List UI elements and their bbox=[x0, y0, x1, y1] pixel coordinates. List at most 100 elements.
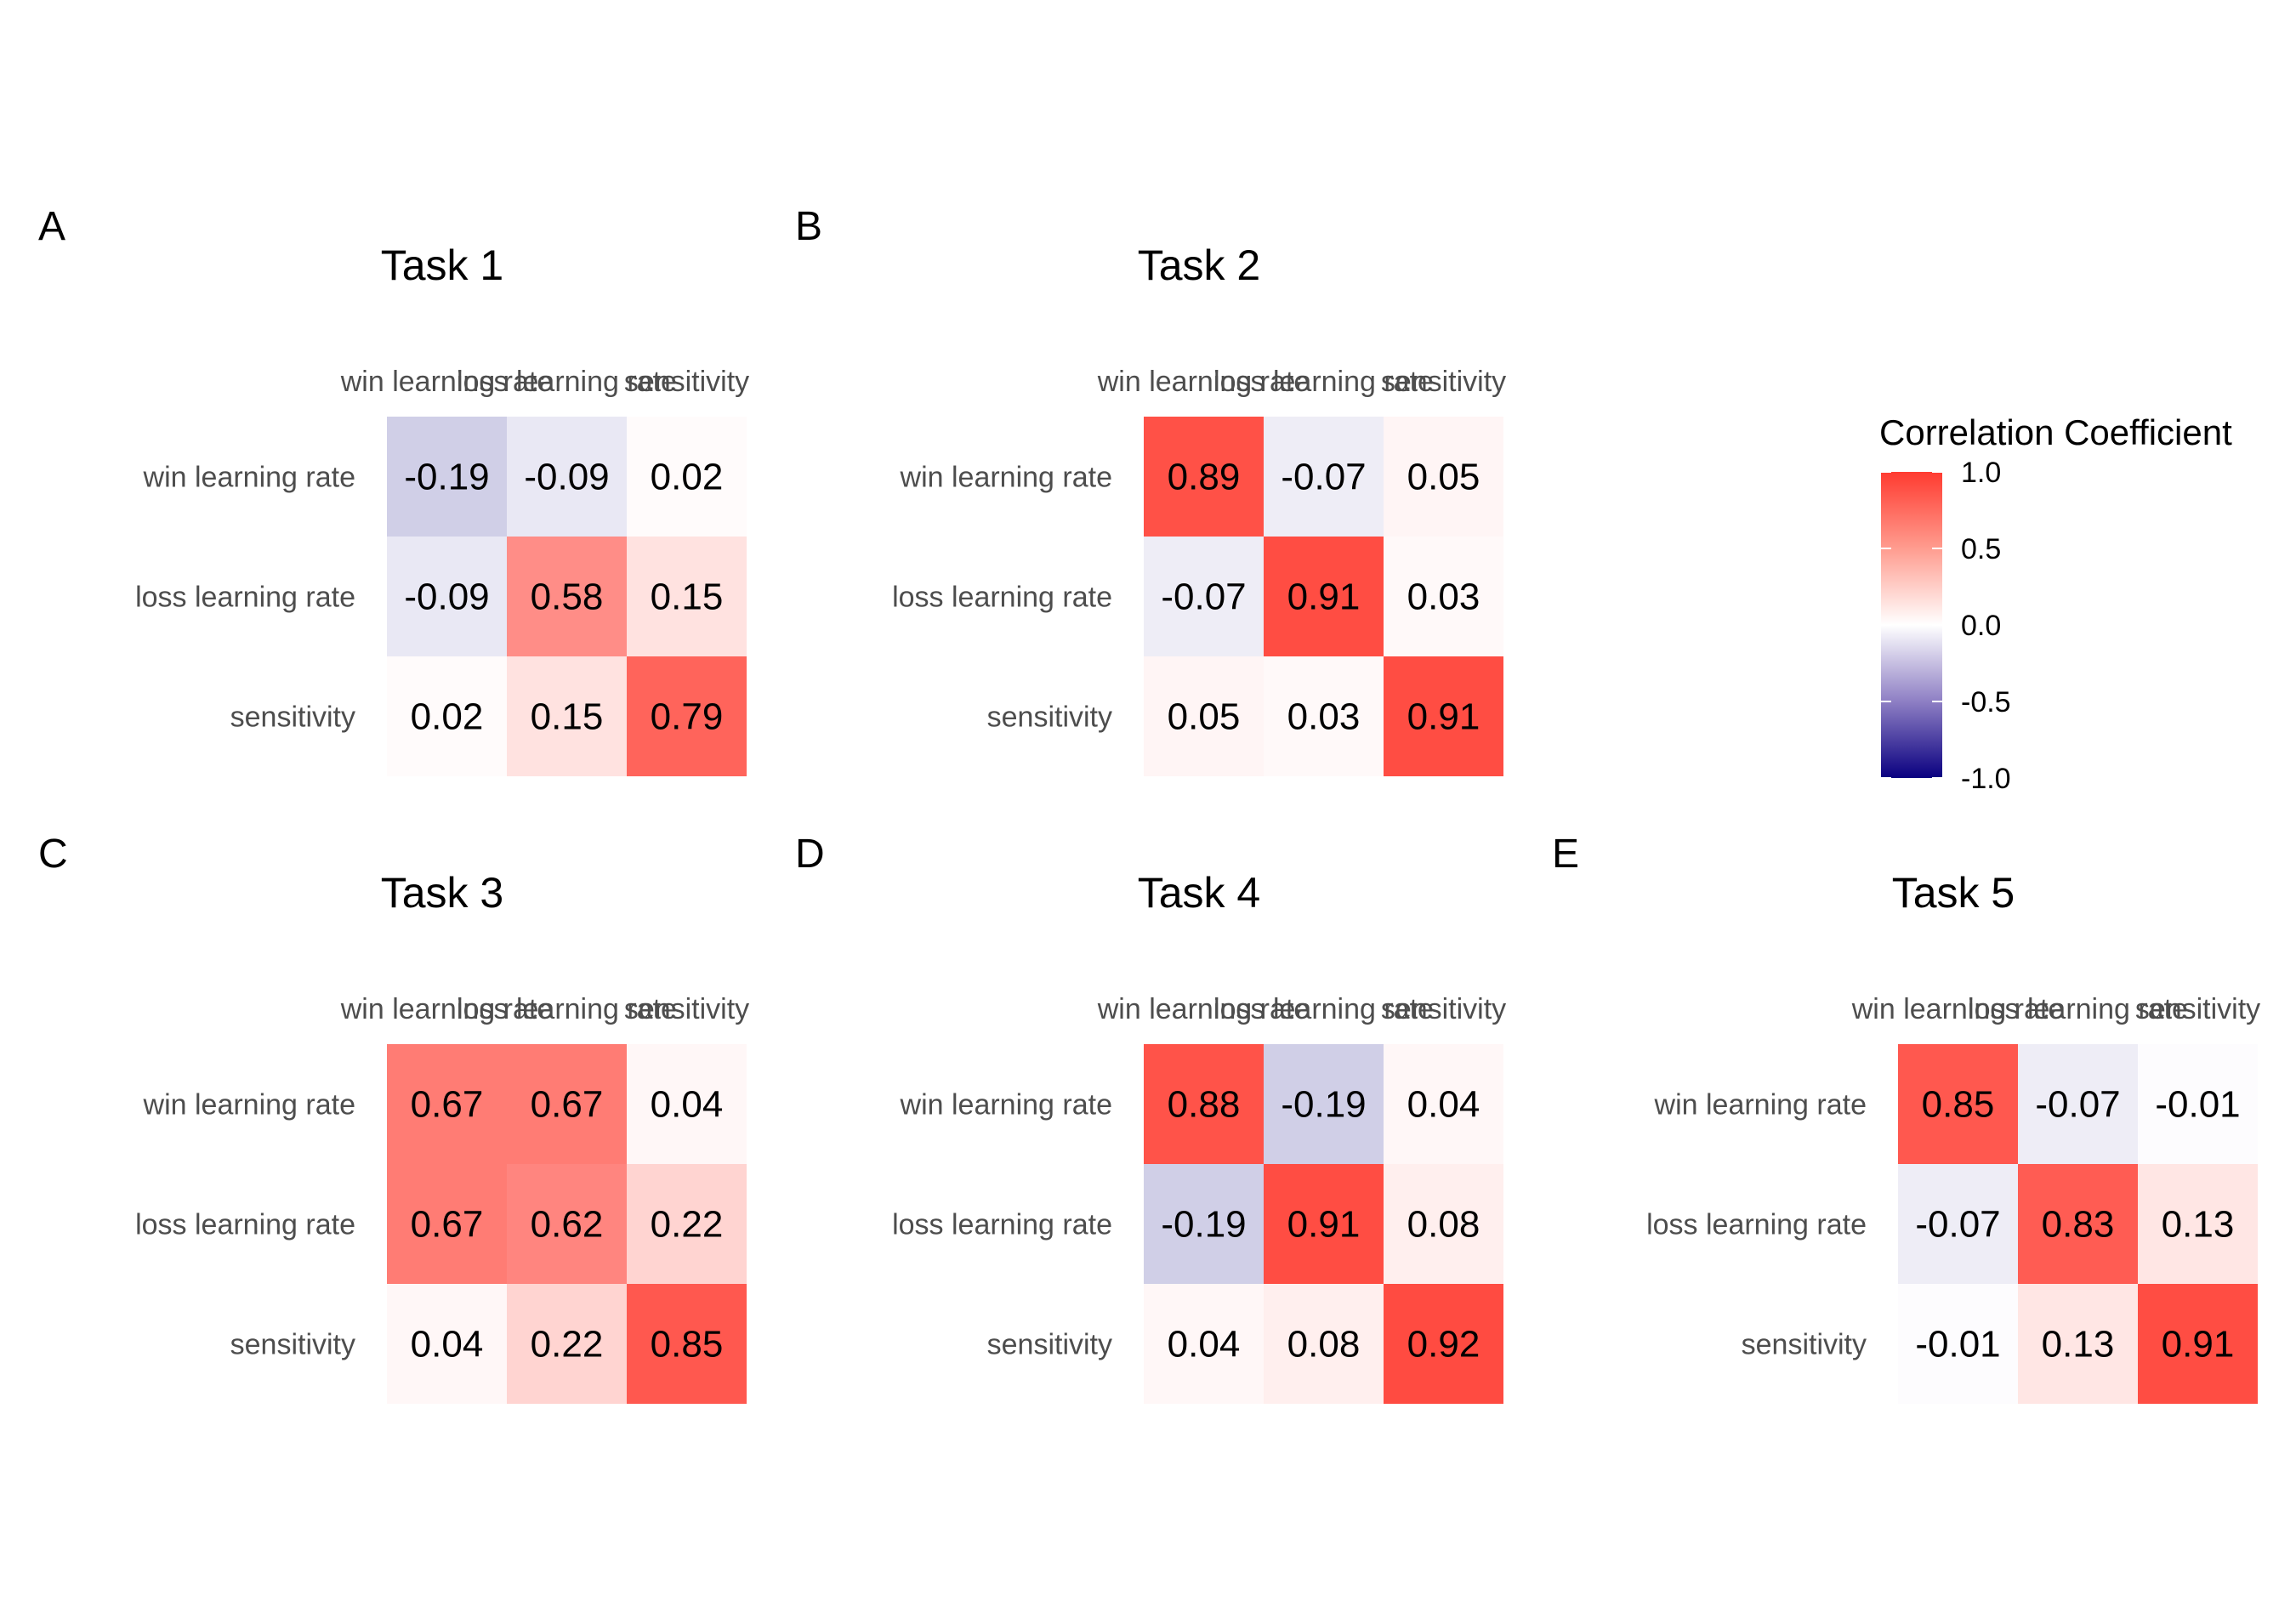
heatmap-cell bbox=[1264, 1284, 1384, 1404]
panel-letter: C bbox=[38, 832, 68, 877]
heatmap-cell bbox=[507, 537, 627, 656]
panel-title: Task 5 bbox=[1892, 869, 2015, 917]
heatmap-cell bbox=[387, 1164, 507, 1284]
cell-value-label: 0.89 bbox=[1168, 457, 1241, 498]
heatmap-cell bbox=[1384, 656, 1503, 776]
cell-value-label: 0.05 bbox=[1168, 696, 1241, 738]
cell-value-label: 0.22 bbox=[651, 1204, 724, 1246]
row-label: win learning rate bbox=[1654, 1089, 1867, 1121]
cell-value-label: 0.22 bbox=[531, 1324, 604, 1366]
panel-title: Task 2 bbox=[1138, 241, 1261, 289]
panel-letter: A bbox=[38, 204, 65, 249]
cell-value-label: -0.09 bbox=[524, 457, 609, 498]
heatmap-cell bbox=[627, 656, 747, 776]
heatmap-cell bbox=[1144, 656, 1264, 776]
heatmap-cell bbox=[2138, 1284, 2258, 1404]
panel-letter: D bbox=[795, 832, 825, 877]
heatmap-cell bbox=[1144, 537, 1264, 656]
column-label: loss learning rate bbox=[1968, 993, 2188, 1025]
cell-value-label: 0.79 bbox=[651, 696, 724, 738]
heatmap-cell bbox=[1384, 537, 1503, 656]
legend-tick-label: 0.0 bbox=[1961, 610, 2001, 642]
heatmap-cell bbox=[1264, 537, 1384, 656]
heatmap-cell bbox=[507, 1164, 627, 1284]
heatmap-cell bbox=[627, 417, 747, 537]
cell-value-label: 0.08 bbox=[1287, 1324, 1361, 1366]
row-label: sensitivity bbox=[230, 701, 355, 734]
cell-value-label: -0.07 bbox=[1161, 576, 1246, 618]
cell-value-label: 0.67 bbox=[411, 1084, 484, 1126]
column-label: loss learning rate bbox=[1213, 993, 1434, 1025]
row-label: sensitivity bbox=[987, 701, 1112, 734]
heatmap-cell bbox=[387, 537, 507, 656]
row-label: loss learning rate bbox=[892, 582, 1112, 614]
panel-title: Task 3 bbox=[381, 869, 504, 917]
cell-value-label: 0.88 bbox=[1168, 1084, 1241, 1126]
cell-value-label: -0.07 bbox=[2035, 1084, 2120, 1126]
row-label: loss learning rate bbox=[135, 1209, 355, 1241]
row-label: win learning rate bbox=[143, 1089, 355, 1121]
heatmap-cell bbox=[2018, 1284, 2138, 1404]
heatmap-cell bbox=[1264, 417, 1384, 537]
heatmap-cell bbox=[1898, 1044, 2018, 1164]
heatmap-cell bbox=[1264, 1044, 1384, 1164]
heatmap-cell bbox=[387, 1044, 507, 1164]
cell-value-label: 0.92 bbox=[1407, 1324, 1480, 1366]
legend-tick-label: 1.0 bbox=[1961, 457, 2001, 489]
row-label: sensitivity bbox=[987, 1329, 1112, 1361]
cell-value-label: 0.02 bbox=[411, 696, 484, 738]
cell-value-label: 0.67 bbox=[531, 1084, 604, 1126]
heatmap-cell bbox=[1898, 1284, 2018, 1404]
heatmap-cell bbox=[1384, 417, 1503, 537]
cell-value-label: 0.91 bbox=[1407, 696, 1480, 738]
column-label: sensitivity bbox=[624, 993, 749, 1025]
heatmap-cell bbox=[627, 1284, 747, 1404]
legend-tick-label: 0.5 bbox=[1961, 533, 2001, 565]
panel-letter: B bbox=[795, 204, 822, 249]
legend-ticks: 1.0 0.5 0.0 -0.5 -1.0 bbox=[1881, 457, 2011, 795]
cell-value-label: 0.91 bbox=[1287, 576, 1361, 618]
cell-value-label: 0.83 bbox=[2042, 1204, 2115, 1246]
cell-value-label: 0.13 bbox=[2162, 1204, 2235, 1246]
cell-value-label: 0.62 bbox=[531, 1204, 604, 1246]
panel-b: B Task 2 0.89 -0.07 0.05 -0.07 0.91 0.03 0.05 0.0… bbox=[795, 204, 1506, 776]
column-label: loss learning rate bbox=[457, 366, 677, 398]
column-label: win learning rate bbox=[340, 366, 553, 398]
cell-value-label: -0.07 bbox=[1915, 1204, 2000, 1246]
heatmap-cell bbox=[1144, 1044, 1264, 1164]
cell-value-label: -0.19 bbox=[1161, 1204, 1246, 1246]
heatmap-cell bbox=[1264, 656, 1384, 776]
cell-value-label: 0.05 bbox=[1407, 457, 1480, 498]
heatmap-cell bbox=[387, 656, 507, 776]
heatmap-cell bbox=[2018, 1164, 2138, 1284]
heatmap-cell bbox=[1144, 1164, 1264, 1284]
cell-value-label: 0.03 bbox=[1407, 576, 1480, 618]
legend-tick-label: -0.5 bbox=[1961, 686, 2011, 718]
heatmap-cell bbox=[1144, 1284, 1264, 1404]
heatmap-cell bbox=[2138, 1164, 2258, 1284]
row-label: sensitivity bbox=[1742, 1329, 1867, 1361]
cell-value-label: 0.04 bbox=[651, 1084, 724, 1126]
heatmap-cell bbox=[1384, 1284, 1503, 1404]
panel-title: Task 4 bbox=[1138, 869, 1261, 917]
row-label: loss learning rate bbox=[892, 1209, 1112, 1241]
panel-title: Task 1 bbox=[381, 241, 504, 289]
column-label: win learning rate bbox=[340, 993, 553, 1025]
row-label: win learning rate bbox=[900, 462, 1112, 494]
cell-value-label: 0.03 bbox=[1287, 696, 1361, 738]
cell-value-label: 0.15 bbox=[531, 696, 604, 738]
heatmap-cell bbox=[507, 417, 627, 537]
heatmap-cell bbox=[1384, 1044, 1503, 1164]
cell-value-label: 0.58 bbox=[531, 576, 604, 618]
panel-d: D Task 4 0.88 -0.19 0.04 -0.19 0.91 0.08 0.04 0.0… bbox=[795, 832, 1506, 1404]
column-label: sensitivity bbox=[624, 366, 749, 398]
heatmap-cell bbox=[2138, 1044, 2258, 1164]
cell-value-label: -0.01 bbox=[1915, 1324, 2000, 1366]
cell-value-label: 0.04 bbox=[1168, 1324, 1241, 1366]
heatmap-cell bbox=[1264, 1164, 1384, 1284]
column-label: sensitivity bbox=[2135, 993, 2260, 1025]
cell-value-label: 0.85 bbox=[651, 1324, 724, 1366]
heatmap-cell bbox=[507, 1284, 627, 1404]
legend: Correlation Coefficient 1.0 0.5 0.0 -0.5 -1.… bbox=[1879, 412, 2232, 795]
